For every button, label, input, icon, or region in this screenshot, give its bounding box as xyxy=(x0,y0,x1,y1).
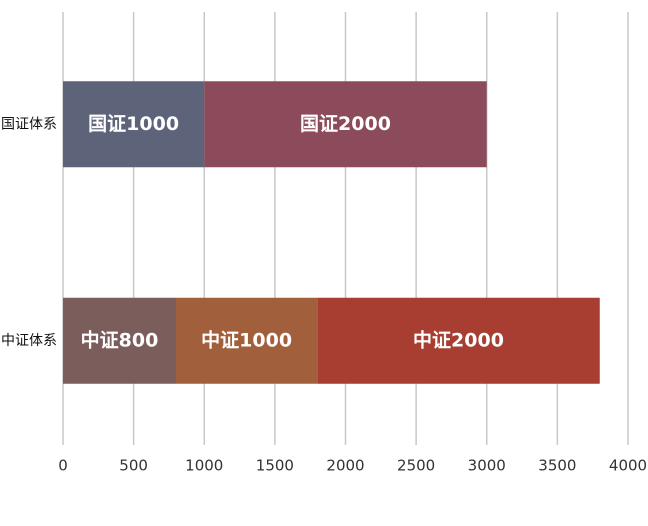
segment-label: 中证2000 xyxy=(413,328,504,351)
x-tick-label: 3000 xyxy=(468,457,506,475)
category-label: 国证体系 xyxy=(1,116,57,132)
bar-segment xyxy=(176,297,318,384)
bar-segment xyxy=(317,297,600,384)
x-tick-label: 0 xyxy=(58,457,68,475)
x-tick-label: 1500 xyxy=(256,457,294,475)
x-tick-label: 1000 xyxy=(185,457,223,475)
segment-label: 中证1000 xyxy=(201,328,292,351)
bar-segment xyxy=(63,297,176,384)
segment-label: 中证800 xyxy=(81,328,159,351)
x-tick-label: 2000 xyxy=(326,457,364,475)
x-tick-label: 4000 xyxy=(609,457,647,475)
bar-segment xyxy=(204,81,487,168)
x-tick-label: 500 xyxy=(119,457,148,475)
segment-label: 国证1000 xyxy=(88,113,179,135)
bar-segment xyxy=(63,81,205,168)
segment-label: 国证2000 xyxy=(300,113,391,135)
x-tick-label: 2500 xyxy=(397,457,435,475)
category-label: 中证体系 xyxy=(1,333,57,349)
x-tick-label: 3500 xyxy=(538,457,576,475)
